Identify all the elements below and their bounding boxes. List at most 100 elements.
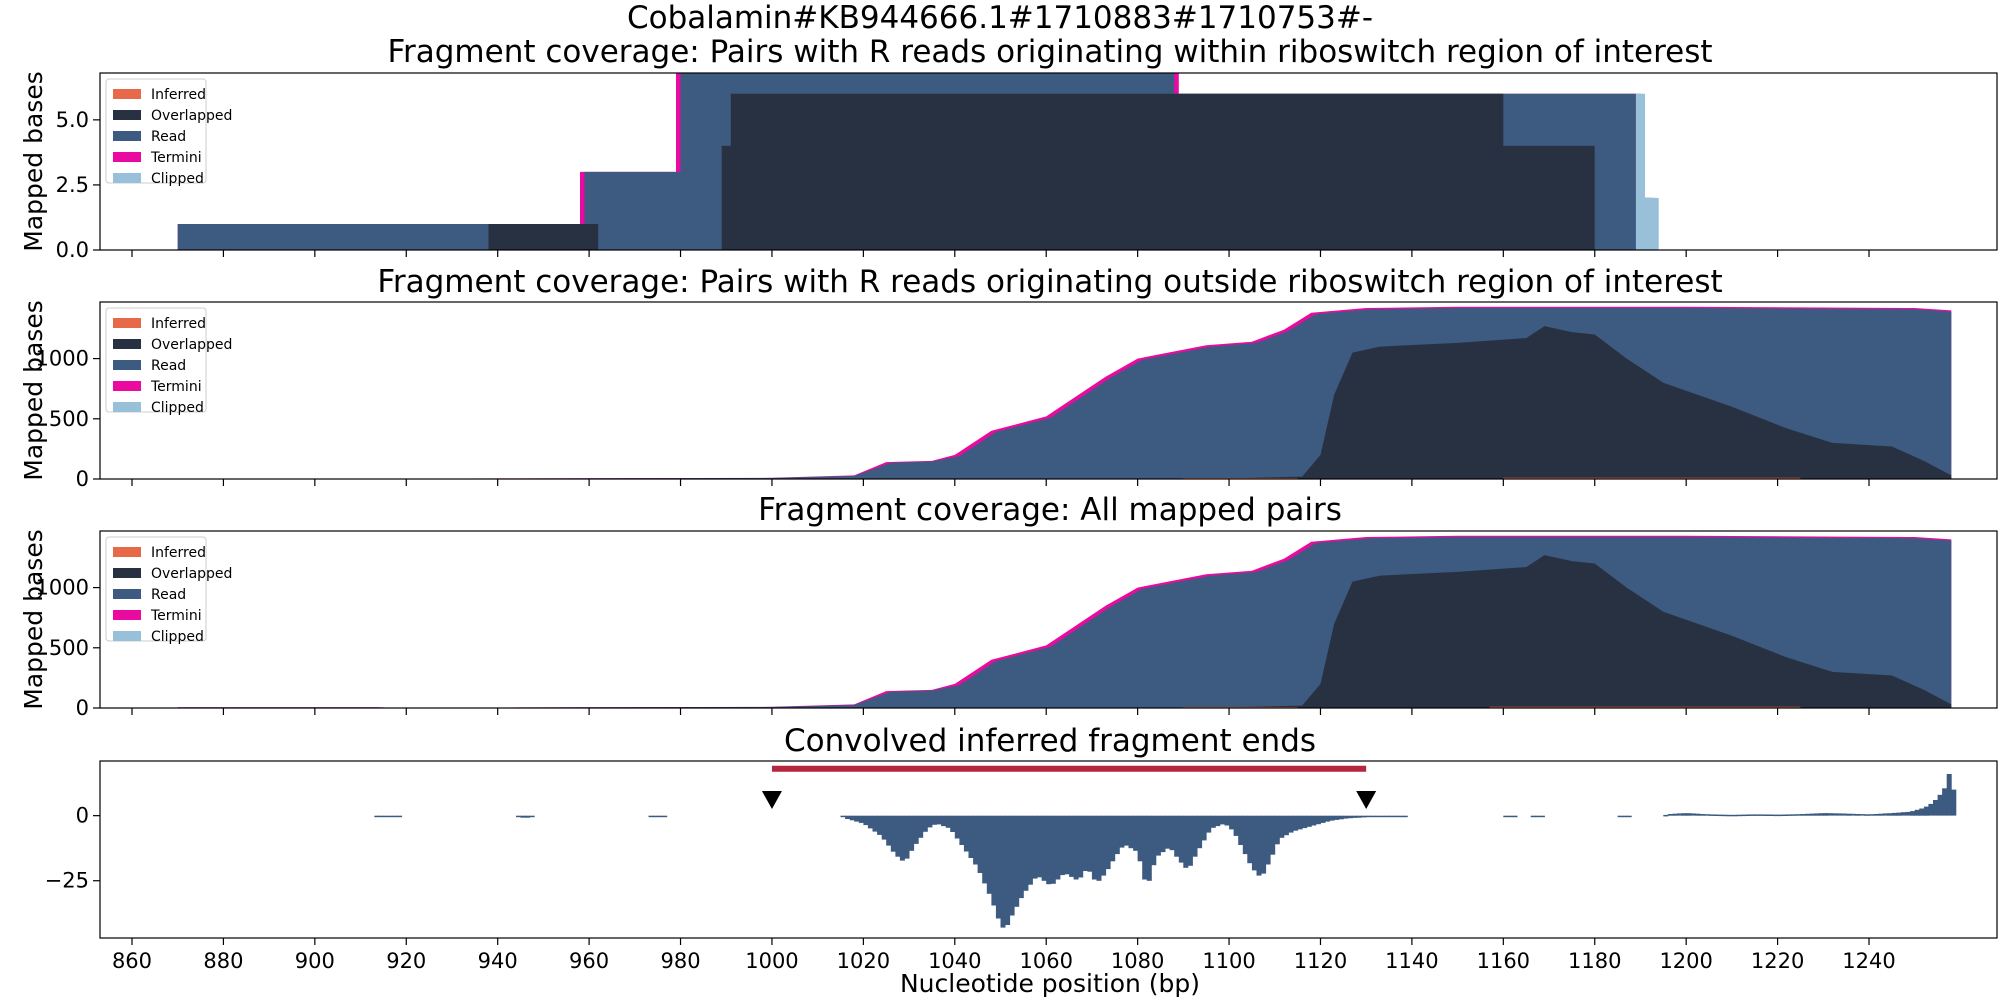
bar: [1837, 813, 1842, 816]
bar: [1023, 815, 1029, 891]
bar: [1361, 815, 1367, 818]
bar: [936, 815, 942, 825]
bar: [1914, 809, 1920, 816]
y-tick-label: 0.0: [56, 238, 89, 262]
bar: [1873, 814, 1879, 816]
bar: [1306, 815, 1312, 827]
bar: [1384, 815, 1390, 818]
x-tick-label: 1160: [1477, 949, 1530, 973]
bar: [1951, 789, 1957, 816]
y-axis-label: Mapped bases: [19, 71, 48, 251]
bar: [918, 815, 924, 838]
bar: [1370, 815, 1376, 818]
bar: [1745, 814, 1751, 816]
bar: [1878, 813, 1884, 816]
bar: [648, 815, 654, 818]
bar: [1215, 815, 1221, 827]
legend-label: Termini: [150, 379, 202, 395]
x-axis-label: Nucleotide position (bp): [900, 969, 1200, 998]
bar: [1238, 815, 1244, 845]
x-tick-label: 1240: [1842, 949, 1895, 973]
legend-label: Termini: [150, 150, 202, 166]
bar: [845, 815, 851, 819]
bar: [1512, 815, 1518, 818]
bar: [1887, 813, 1893, 816]
legend-label: Inferred: [151, 545, 206, 561]
bar: [520, 815, 526, 818]
bar: [941, 815, 947, 827]
bar: [963, 815, 969, 852]
bar: [1073, 815, 1079, 880]
bar: [904, 815, 910, 859]
figure-title: Cobalamin#KB944666.1#1710883#1710753#-: [627, 0, 1373, 36]
bar: [1667, 814, 1673, 816]
bar: [1197, 815, 1203, 849]
bar: [991, 815, 997, 906]
bar: [1507, 815, 1513, 818]
bar: [1128, 815, 1134, 849]
legend-swatch: [113, 610, 141, 620]
y-tick-label: 5.0: [56, 108, 89, 132]
bar: [1274, 815, 1280, 845]
bar: [959, 815, 965, 845]
bar: [1809, 813, 1815, 816]
y-tick-label: 0: [76, 467, 89, 491]
x-tick-label: 900: [295, 949, 335, 973]
bar: [1137, 815, 1143, 862]
bar: [1768, 814, 1774, 816]
bar: [913, 815, 919, 844]
legend-label: Overlapped: [151, 108, 232, 124]
bar: [1352, 815, 1358, 818]
bar: [1055, 815, 1061, 880]
marker-triangle-2: [1356, 791, 1377, 810]
bar: [1800, 814, 1806, 816]
bar: [1393, 815, 1399, 818]
x-tick-label: 1100: [1202, 949, 1255, 973]
marker-triangle-1: [761, 791, 782, 810]
x-tick-label: 1140: [1385, 949, 1438, 973]
bar: [1105, 815, 1111, 870]
bar: [1297, 815, 1303, 830]
bar: [392, 815, 398, 818]
bar: [1709, 814, 1714, 816]
bar: [977, 815, 983, 873]
plot-area-1: [177, 73, 1659, 250]
panel-title: Fragment coverage: Pairs with R reads or…: [377, 264, 1722, 300]
bar: [1686, 813, 1692, 816]
bar: [867, 815, 873, 829]
bar: [1928, 803, 1934, 816]
bar: [1718, 814, 1724, 817]
bar: [1183, 815, 1189, 868]
legend-swatch: [113, 402, 141, 412]
bar: [1901, 812, 1906, 816]
legend-swatch: [113, 318, 141, 328]
bar: [1119, 815, 1125, 848]
bar: [1398, 815, 1404, 818]
x-tick-label: 1040: [928, 949, 981, 973]
legend: Inferred Overlapped Read Termini Clipped: [105, 536, 232, 645]
y-tick-label: 1000: [36, 347, 89, 371]
bar: [1539, 815, 1545, 818]
bar: [1224, 815, 1230, 826]
bar: [1896, 812, 1902, 816]
bar: [1069, 815, 1075, 877]
bar: [1270, 815, 1276, 855]
bar: [1617, 815, 1623, 818]
legend-swatch: [113, 360, 141, 370]
bar: [1818, 813, 1824, 816]
bar: [1910, 811, 1916, 816]
bar: [1110, 815, 1116, 862]
bar: [1795, 814, 1801, 816]
bar: [1750, 814, 1756, 816]
bar: [881, 815, 887, 840]
bar: [1626, 815, 1632, 818]
x-tick-label: 1180: [1568, 949, 1621, 973]
bar: [1133, 815, 1139, 851]
bar: [1503, 815, 1509, 818]
bar: [1201, 815, 1207, 841]
bar: [1279, 815, 1285, 838]
bar: [1782, 814, 1788, 816]
bar: [1832, 813, 1838, 816]
bar: [1366, 815, 1372, 818]
series-clipped: [1635, 93, 1659, 250]
